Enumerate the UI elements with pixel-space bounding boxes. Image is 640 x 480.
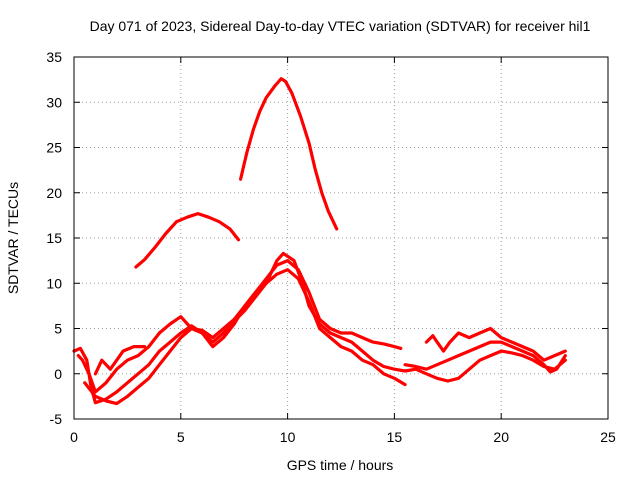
y-tick-label: 25 bbox=[46, 140, 62, 156]
series-line-arc-mid-high bbox=[134, 212, 241, 269]
y-tick-label: 15 bbox=[46, 230, 62, 246]
y-tick-label: 5 bbox=[54, 321, 62, 337]
y-tick-label: 30 bbox=[46, 94, 62, 110]
x-tick-label: 10 bbox=[280, 429, 296, 445]
x-tick-label: 20 bbox=[493, 429, 509, 445]
x-axis-label: GPS time / hours bbox=[287, 457, 394, 473]
chart-title: Day 071 of 2023, Sidereal Day-to-day VTE… bbox=[90, 18, 591, 34]
x-tick-label: 15 bbox=[387, 429, 403, 445]
series-line-track-f bbox=[403, 340, 567, 374]
y-tick-label: 10 bbox=[46, 275, 62, 291]
y-tick-label: -5 bbox=[50, 411, 63, 427]
tick-labels: 0 5 10 15 20 25 -5 0 5 10 15 20 25 30 35 bbox=[46, 49, 616, 445]
plot-frame bbox=[73, 56, 609, 420]
y-tick-label: 35 bbox=[46, 49, 62, 65]
series-line-arc-peak-high bbox=[239, 77, 339, 231]
y-tick-label: 20 bbox=[46, 185, 62, 201]
series-line-track-e bbox=[424, 326, 567, 362]
x-tick-label: 0 bbox=[70, 429, 78, 445]
y-tick-label: 0 bbox=[54, 366, 62, 382]
series-line-track-b bbox=[76, 259, 403, 394]
x-tick-label: 5 bbox=[177, 429, 185, 445]
series-line-track-c bbox=[83, 268, 407, 406]
y-axis-label: SDTVAR / TECUs bbox=[5, 182, 21, 294]
series-group bbox=[72, 77, 567, 406]
series-line-track-d bbox=[93, 345, 147, 376]
grid bbox=[74, 57, 608, 419]
x-tick-label: 25 bbox=[600, 429, 616, 445]
